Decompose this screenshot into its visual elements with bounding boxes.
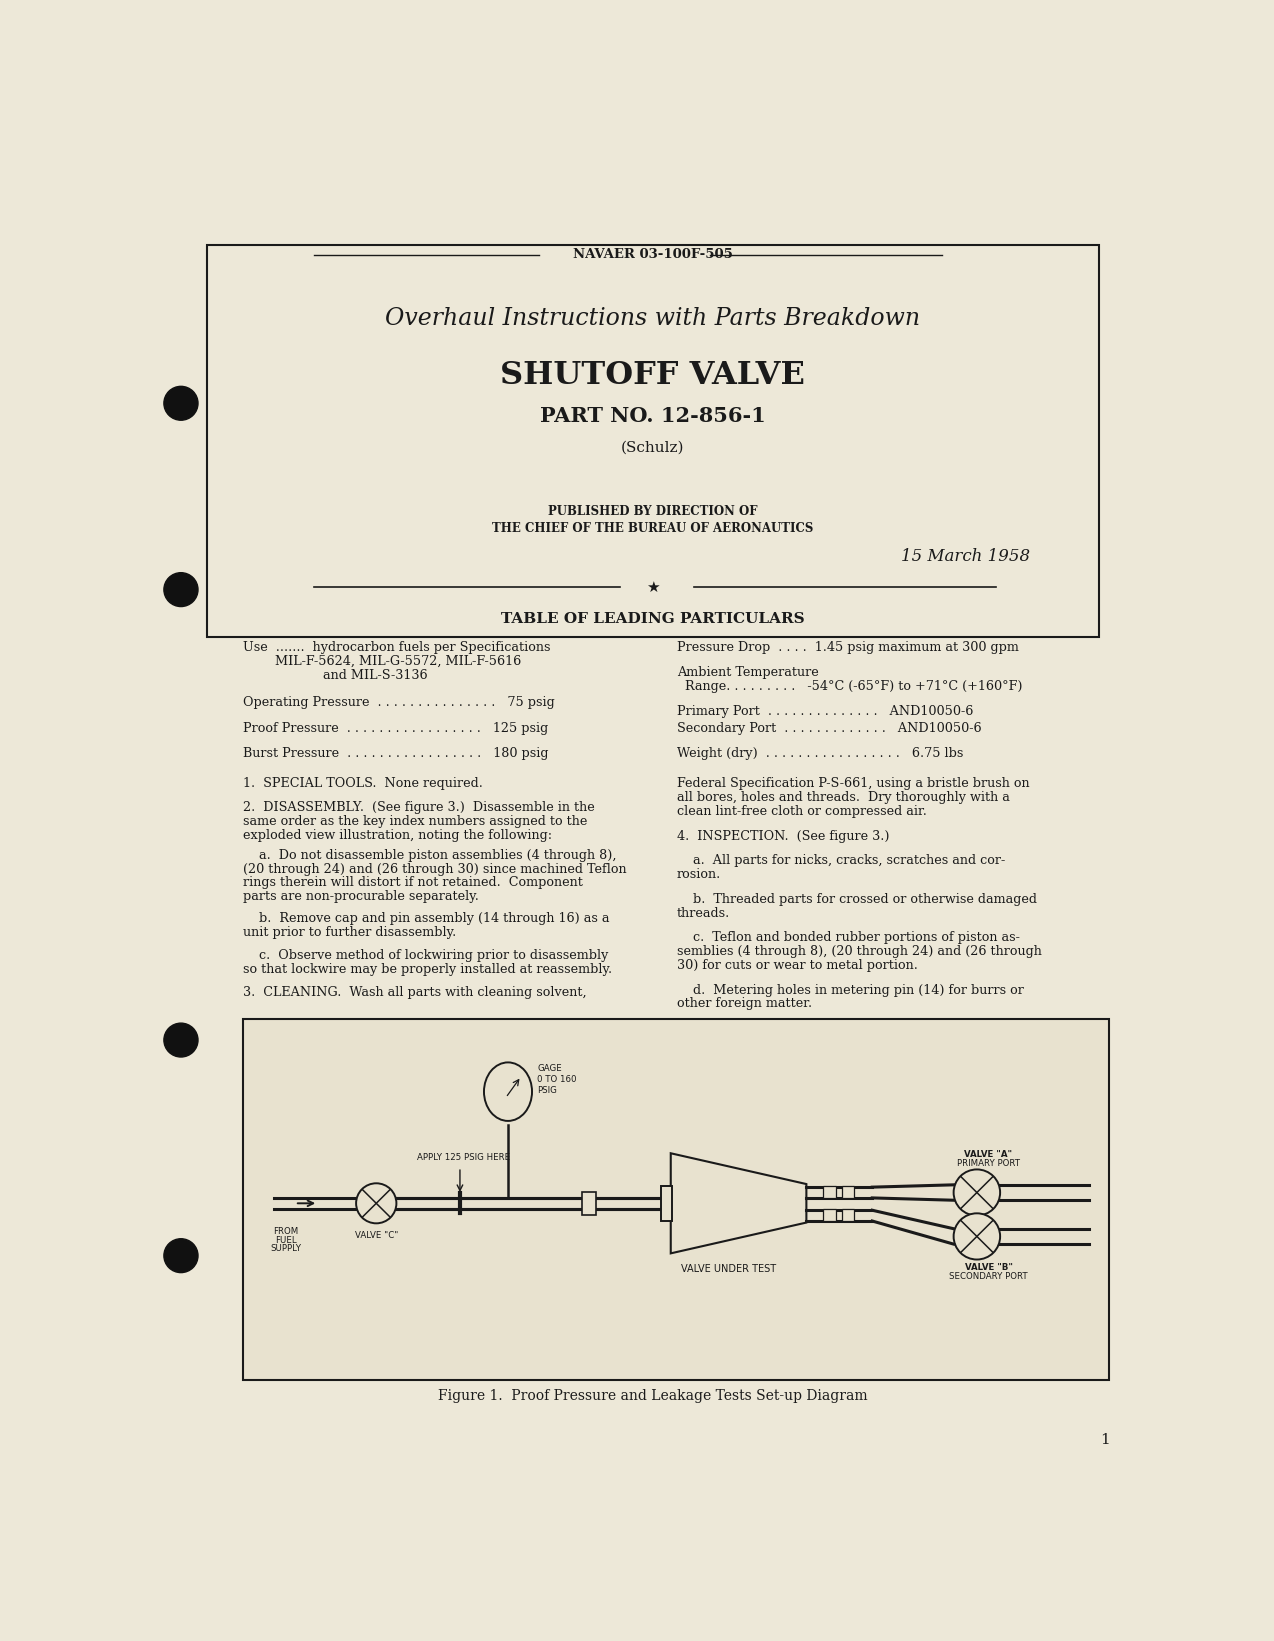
Text: Primary Port  . . . . . . . . . . . . . .   AND10050-6: Primary Port . . . . . . . . . . . . . .… xyxy=(676,704,973,717)
Ellipse shape xyxy=(484,1062,533,1121)
Text: b.  Threaded parts for crossed or otherwise damaged: b. Threaded parts for crossed or otherwi… xyxy=(676,893,1037,906)
Text: rosion.: rosion. xyxy=(676,868,721,881)
Circle shape xyxy=(164,1239,197,1273)
Text: d.  Metering holes in metering pin (14) for burrs or: d. Metering holes in metering pin (14) f… xyxy=(676,983,1024,996)
Text: VALVE "A": VALVE "A" xyxy=(964,1150,1013,1159)
Text: VALVE UNDER TEST: VALVE UNDER TEST xyxy=(682,1264,776,1273)
Text: Range. . . . . . . . .   -54°C (-65°F) to +71°C (+160°F): Range. . . . . . . . . -54°C (-65°F) to … xyxy=(676,679,1023,693)
Text: and MIL-S-3136: and MIL-S-3136 xyxy=(243,668,428,681)
Text: SUPPLY: SUPPLY xyxy=(270,1244,301,1254)
Text: FUEL: FUEL xyxy=(275,1236,297,1246)
Text: NAVAER 03-100F-505: NAVAER 03-100F-505 xyxy=(573,248,733,261)
Text: same order as the key index numbers assigned to the: same order as the key index numbers assi… xyxy=(243,816,587,829)
Text: parts are non-procurable separately.: parts are non-procurable separately. xyxy=(243,891,479,903)
Circle shape xyxy=(164,573,197,607)
Text: PRIMARY PORT: PRIMARY PORT xyxy=(957,1159,1020,1168)
Text: a.  Do not disassemble piston assemblies (4 through 8),: a. Do not disassemble piston assemblies … xyxy=(243,848,617,862)
Text: other foreign matter.: other foreign matter. xyxy=(676,998,812,1011)
Text: Burst Pressure  . . . . . . . . . . . . . . . . .   180 psig: Burst Pressure . . . . . . . . . . . . .… xyxy=(243,747,548,760)
Bar xyxy=(582,1191,596,1214)
Text: Operating Pressure  . . . . . . . . . . . . . . .   75 psig: Operating Pressure . . . . . . . . . . .… xyxy=(243,696,554,709)
Bar xyxy=(842,1185,855,1198)
Text: threads.: threads. xyxy=(676,906,730,919)
Text: c.  Observe method of lockwiring prior to disassembly: c. Observe method of lockwiring prior to… xyxy=(243,948,608,962)
Text: so that lockwire may be properly installed at reassembly.: so that lockwire may be properly install… xyxy=(243,963,612,976)
Text: GAGE: GAGE xyxy=(538,1063,562,1073)
Bar xyxy=(208,245,1098,637)
Text: b.  Remove cap and pin assembly (14 through 16) as a: b. Remove cap and pin assembly (14 throu… xyxy=(243,912,609,926)
Text: Secondary Port  . . . . . . . . . . . . .   AND10050-6: Secondary Port . . . . . . . . . . . . .… xyxy=(676,722,981,735)
Text: Use  .......  hydrocarbon fuels per Specifications: Use ....... hydrocarbon fuels per Specif… xyxy=(243,642,550,653)
Text: PUBLISHED BY DIRECTION OF: PUBLISHED BY DIRECTION OF xyxy=(548,504,758,517)
Text: Proof Pressure  . . . . . . . . . . . . . . . . .   125 psig: Proof Pressure . . . . . . . . . . . . .… xyxy=(243,722,548,735)
Text: 4.  INSPECTION.  (See figure 3.): 4. INSPECTION. (See figure 3.) xyxy=(676,829,889,842)
Text: clean lint-free cloth or compressed air.: clean lint-free cloth or compressed air. xyxy=(676,804,926,817)
Text: PSIG: PSIG xyxy=(538,1086,557,1095)
Bar xyxy=(243,1019,1110,1380)
Circle shape xyxy=(954,1170,1000,1216)
Circle shape xyxy=(357,1183,396,1223)
Text: semblies (4 through 8), (20 through 24) and (26 through: semblies (4 through 8), (20 through 24) … xyxy=(676,945,1042,958)
Text: a.  All parts for nicks, cracks, scratches and cor-: a. All parts for nicks, cracks, scratche… xyxy=(676,855,1005,866)
Text: Figure 1.  Proof Pressure and Leakage Tests Set-up Diagram: Figure 1. Proof Pressure and Leakage Tes… xyxy=(438,1388,868,1403)
Text: 30) for cuts or wear to metal portion.: 30) for cuts or wear to metal portion. xyxy=(676,958,917,971)
Bar xyxy=(823,1209,836,1221)
Text: Federal Specification P-S-661, using a bristle brush on: Federal Specification P-S-661, using a b… xyxy=(676,778,1029,791)
Circle shape xyxy=(164,386,197,420)
Text: 3.  CLEANING.  Wash all parts with cleaning solvent,: 3. CLEANING. Wash all parts with cleanin… xyxy=(243,986,586,999)
Circle shape xyxy=(164,1022,197,1057)
Text: 2.  DISASSEMBLY.  (See figure 3.)  Disassemble in the: 2. DISASSEMBLY. (See figure 3.) Disassem… xyxy=(243,801,595,814)
Text: MIL-F-5624, MIL-G-5572, MIL-F-5616: MIL-F-5624, MIL-G-5572, MIL-F-5616 xyxy=(243,655,521,668)
Text: THE CHIEF OF THE BUREAU OF AERONAUTICS: THE CHIEF OF THE BUREAU OF AERONAUTICS xyxy=(492,522,814,535)
Bar xyxy=(842,1209,855,1221)
Text: 0 TO 160: 0 TO 160 xyxy=(538,1075,577,1083)
Text: Weight (dry)  . . . . . . . . . . . . . . . . .   6.75 lbs: Weight (dry) . . . . . . . . . . . . . .… xyxy=(676,747,963,760)
Text: 1.  SPECIAL TOOLS.  None required.: 1. SPECIAL TOOLS. None required. xyxy=(243,778,483,791)
Text: exploded view illustration, noting the following:: exploded view illustration, noting the f… xyxy=(243,829,552,842)
Bar xyxy=(661,1185,673,1221)
Text: TABLE OF LEADING PARTICULARS: TABLE OF LEADING PARTICULARS xyxy=(501,612,805,625)
Bar xyxy=(823,1185,836,1198)
Text: VALVE "B": VALVE "B" xyxy=(964,1262,1013,1272)
Text: SECONDARY PORT: SECONDARY PORT xyxy=(949,1272,1028,1282)
Text: Pressure Drop  . . . .  1.45 psig maximum at 300 gpm: Pressure Drop . . . . 1.45 psig maximum … xyxy=(676,642,1019,653)
Text: all bores, holes and threads.  Dry thoroughly with a: all bores, holes and threads. Dry thorou… xyxy=(676,791,1010,804)
Circle shape xyxy=(954,1213,1000,1260)
Text: PART NO. 12-856-1: PART NO. 12-856-1 xyxy=(540,407,766,427)
Polygon shape xyxy=(670,1154,806,1254)
Text: Ambient Temperature: Ambient Temperature xyxy=(676,666,819,679)
Text: ★: ★ xyxy=(646,579,660,594)
Text: (Schulz): (Schulz) xyxy=(622,440,684,455)
Text: 1: 1 xyxy=(1099,1433,1110,1447)
Text: APPLY 125 PSIG HERE: APPLY 125 PSIG HERE xyxy=(417,1154,510,1162)
Text: SHUTOFF VALVE: SHUTOFF VALVE xyxy=(501,359,805,391)
Text: unit prior to further disassembly.: unit prior to further disassembly. xyxy=(243,926,456,939)
Text: (20 through 24) and (26 through 30) since machined Teflon: (20 through 24) and (26 through 30) sinc… xyxy=(243,863,627,876)
Text: FROM: FROM xyxy=(273,1227,298,1236)
Text: 15 March 1958: 15 March 1958 xyxy=(901,548,1029,565)
Text: Overhaul Instructions with Parts Breakdown: Overhaul Instructions with Parts Breakdo… xyxy=(385,307,921,330)
Text: c.  Teflon and bonded rubber portions of piston as-: c. Teflon and bonded rubber portions of … xyxy=(676,930,1019,944)
Text: VALVE "C": VALVE "C" xyxy=(354,1231,397,1241)
Text: rings therein will distort if not retained.  Component: rings therein will distort if not retain… xyxy=(243,876,582,889)
